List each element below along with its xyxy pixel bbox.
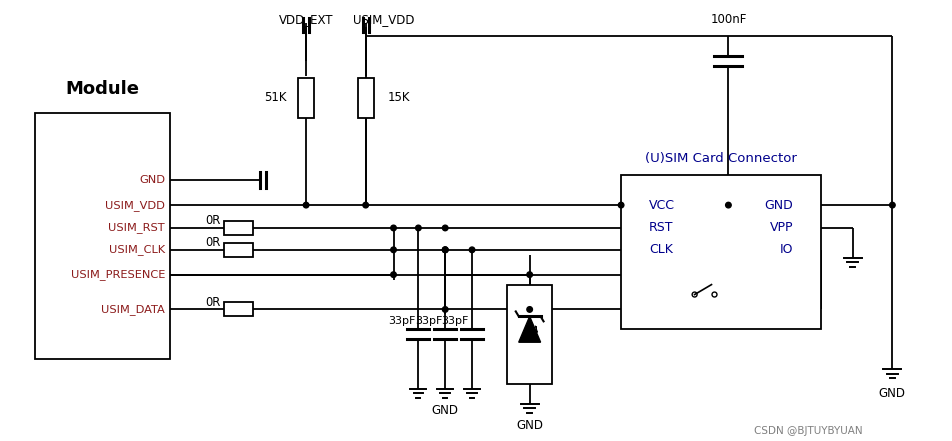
Circle shape	[888, 202, 894, 208]
Text: 0R: 0R	[205, 214, 221, 228]
Bar	[298, 78, 314, 118]
Bar	[224, 243, 253, 257]
Circle shape	[390, 225, 396, 231]
Circle shape	[442, 247, 447, 253]
Text: USIM_DATA: USIM_DATA	[101, 304, 165, 315]
Bar	[357, 78, 373, 118]
Text: RST: RST	[648, 221, 673, 235]
Text: USIM_VDD: USIM_VDD	[105, 200, 165, 210]
Text: GND: GND	[139, 175, 165, 185]
Text: 15K: 15K	[387, 91, 409, 104]
Circle shape	[415, 225, 421, 231]
Circle shape	[468, 247, 474, 253]
Circle shape	[363, 202, 368, 208]
Text: USIM_RST: USIM_RST	[109, 223, 165, 233]
Text: 0R: 0R	[205, 236, 221, 249]
Circle shape	[442, 225, 447, 231]
Circle shape	[526, 306, 532, 312]
Text: 51K: 51K	[264, 91, 286, 104]
Circle shape	[526, 272, 532, 277]
Polygon shape	[518, 316, 540, 342]
Text: GND: GND	[431, 404, 458, 417]
Bar	[35, 113, 169, 359]
Text: CLK: CLK	[648, 243, 672, 256]
Text: IO: IO	[779, 243, 792, 256]
Circle shape	[442, 247, 447, 253]
Text: Module: Module	[66, 80, 139, 98]
Text: 33pF: 33pF	[414, 316, 442, 326]
Circle shape	[390, 272, 396, 277]
Text: CSDN @BJTUYBYUAN: CSDN @BJTUYBYUAN	[753, 426, 862, 436]
Text: 33pF: 33pF	[441, 316, 468, 326]
Circle shape	[724, 202, 730, 208]
Bar	[224, 303, 253, 316]
Circle shape	[303, 202, 308, 208]
Circle shape	[691, 292, 696, 297]
Circle shape	[442, 306, 447, 312]
Bar	[224, 221, 253, 235]
Text: VPP: VPP	[768, 221, 792, 235]
Circle shape	[711, 292, 716, 297]
Text: USIM_CLK: USIM_CLK	[109, 244, 165, 255]
Text: GND: GND	[878, 387, 905, 400]
Text: USIM_VDD: USIM_VDD	[352, 13, 414, 26]
Text: 0R: 0R	[205, 296, 221, 309]
Text: VCC: VCC	[648, 198, 674, 212]
Circle shape	[390, 247, 396, 253]
Bar	[621, 175, 820, 329]
Bar	[506, 284, 551, 384]
Text: 100nF: 100nF	[709, 13, 745, 26]
Text: 33pF: 33pF	[387, 316, 415, 326]
Circle shape	[442, 247, 447, 253]
Text: GND: GND	[764, 198, 792, 212]
Text: GND: GND	[516, 419, 543, 432]
Text: VDD_EXT: VDD_EXT	[279, 13, 333, 26]
Circle shape	[618, 202, 624, 208]
Text: USIM_PRESENCE: USIM_PRESENCE	[70, 269, 165, 280]
Text: (U)SIM Card Connector: (U)SIM Card Connector	[645, 152, 796, 165]
